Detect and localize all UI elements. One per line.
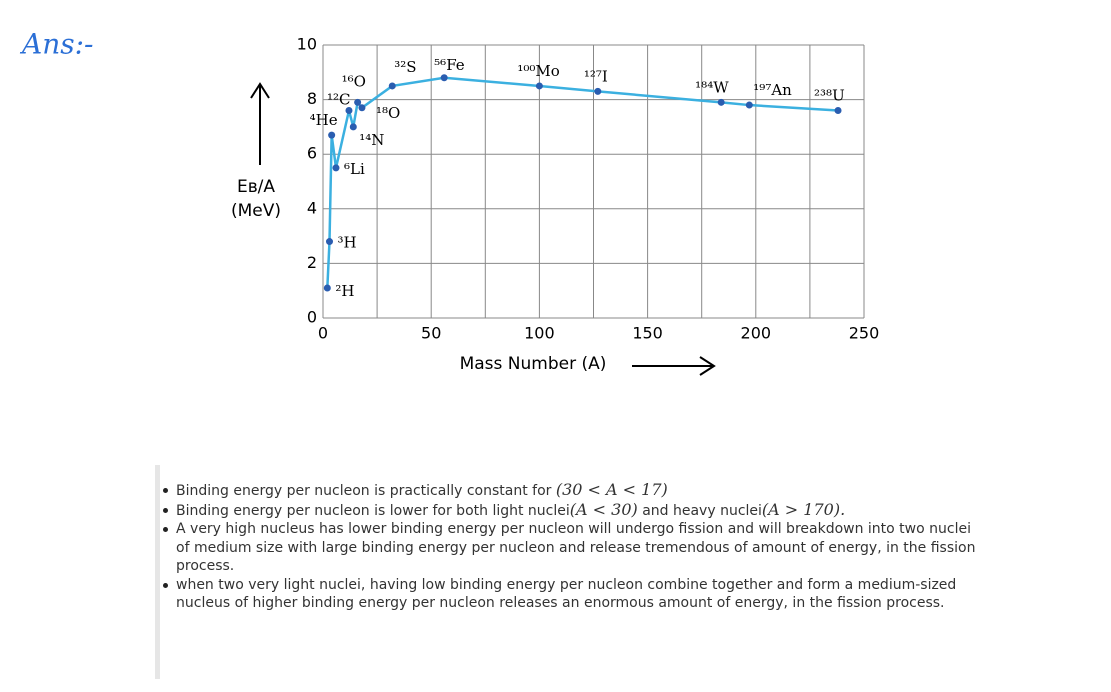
bullet-item: Binding energy per nucleon is practicall… — [163, 480, 985, 501]
point-label: ¹⁹⁷An — [753, 81, 792, 99]
data-point — [354, 98, 362, 106]
answer-label: Ans:- — [19, 28, 94, 61]
point-label: ¹²⁷I — [584, 67, 608, 85]
math: (A < 30) — [569, 499, 638, 519]
chart: Ans:- Eʙ/A (MeV) Mass Number (A) 0 2 4 6 8 10… — [19, 28, 880, 376]
data-point — [358, 104, 366, 112]
bullet-item: when two very light nuclei, having low b… — [163, 576, 985, 613]
text: A very high nucleus has lower binding en… — [176, 521, 971, 537]
y-arrow-head — [250, 82, 270, 99]
point-label: ³H — [337, 234, 356, 252]
data-point — [345, 107, 353, 115]
y-tick-label: 6 — [307, 144, 317, 163]
math: (A > 170). — [761, 499, 846, 519]
y-axis-title: (MeV) — [231, 201, 281, 221]
point-label: ²³⁸U — [814, 87, 845, 105]
curve — [326, 76, 839, 289]
x-tick-label: 250 — [849, 324, 880, 343]
data-point — [594, 87, 602, 95]
point-label: ⁶Li — [344, 160, 365, 178]
point-label: ¹⁴N — [359, 131, 384, 149]
data-point — [328, 131, 336, 139]
data-point — [349, 123, 357, 131]
point-label: ³²S — [394, 58, 416, 76]
bullet-line: of medium size with large binding energy… — [176, 539, 985, 576]
point-label: ⁴He — [310, 111, 338, 129]
bullet-item: Binding energy per nucleon is lower for … — [163, 499, 985, 521]
y-tick-label: 2 — [307, 253, 317, 272]
point-label: ¹²C — [327, 91, 351, 109]
data-point — [535, 82, 543, 90]
x-axis-title: Mass Number (A) — [460, 354, 607, 374]
data-point — [745, 101, 753, 109]
point-label: ¹⁸⁴W — [695, 78, 729, 96]
bullet-line: Binding energy per nucleon is lower for … — [176, 499, 985, 521]
point-label: ¹⁶O — [342, 72, 366, 90]
data-point — [332, 164, 340, 172]
notes: Binding energy per nucleon is practicall… — [155, 465, 985, 679]
y-tick-label: 0 — [307, 308, 317, 327]
text: and heavy nuclei — [637, 502, 762, 519]
x-tick-label: 0 — [318, 324, 328, 343]
y-tick-label: 8 — [307, 89, 317, 108]
text: of medium size with large binding energy… — [176, 539, 976, 575]
bullet-line: when two very light nuclei, having low b… — [176, 576, 985, 613]
y-tick-label: 10 — [297, 35, 317, 54]
data-point — [323, 284, 331, 292]
x-tick-label: 200 — [741, 324, 772, 343]
bullet-list: Binding energy per nucleon is practicall… — [163, 480, 985, 613]
bullet-item: A very high nucleus has lower binding en… — [163, 520, 985, 576]
x-tick-label: 50 — [421, 324, 441, 343]
point-label: ¹⁰⁰Mo — [517, 62, 559, 80]
point-label: ⁵⁶Fe — [434, 56, 465, 74]
x-arrow-head — [699, 356, 716, 376]
y-tick-label: 4 — [307, 198, 317, 217]
x-tick-label: 150 — [632, 324, 663, 343]
bullet-line: Binding energy per nucleon is practicall… — [176, 480, 985, 501]
data-point — [388, 82, 396, 90]
text: Binding energy per nucleon is practicall… — [176, 483, 556, 499]
text: Binding energy per nucleon is lower for … — [176, 502, 570, 519]
bullet-line: A very high nucleus has lower binding en… — [176, 520, 985, 539]
y-axis-title: Eʙ/A — [237, 177, 275, 197]
data-point — [717, 98, 725, 106]
data-point — [440, 74, 448, 82]
data-point — [325, 238, 333, 246]
point-label: ²H — [335, 282, 354, 300]
data-point — [834, 107, 842, 115]
point-label: ¹⁸O — [376, 104, 400, 122]
math: (30 < A < 17) — [555, 480, 668, 499]
x-tick-label: 100 — [524, 324, 555, 343]
text: when two very light nuclei, having low b… — [176, 576, 957, 612]
